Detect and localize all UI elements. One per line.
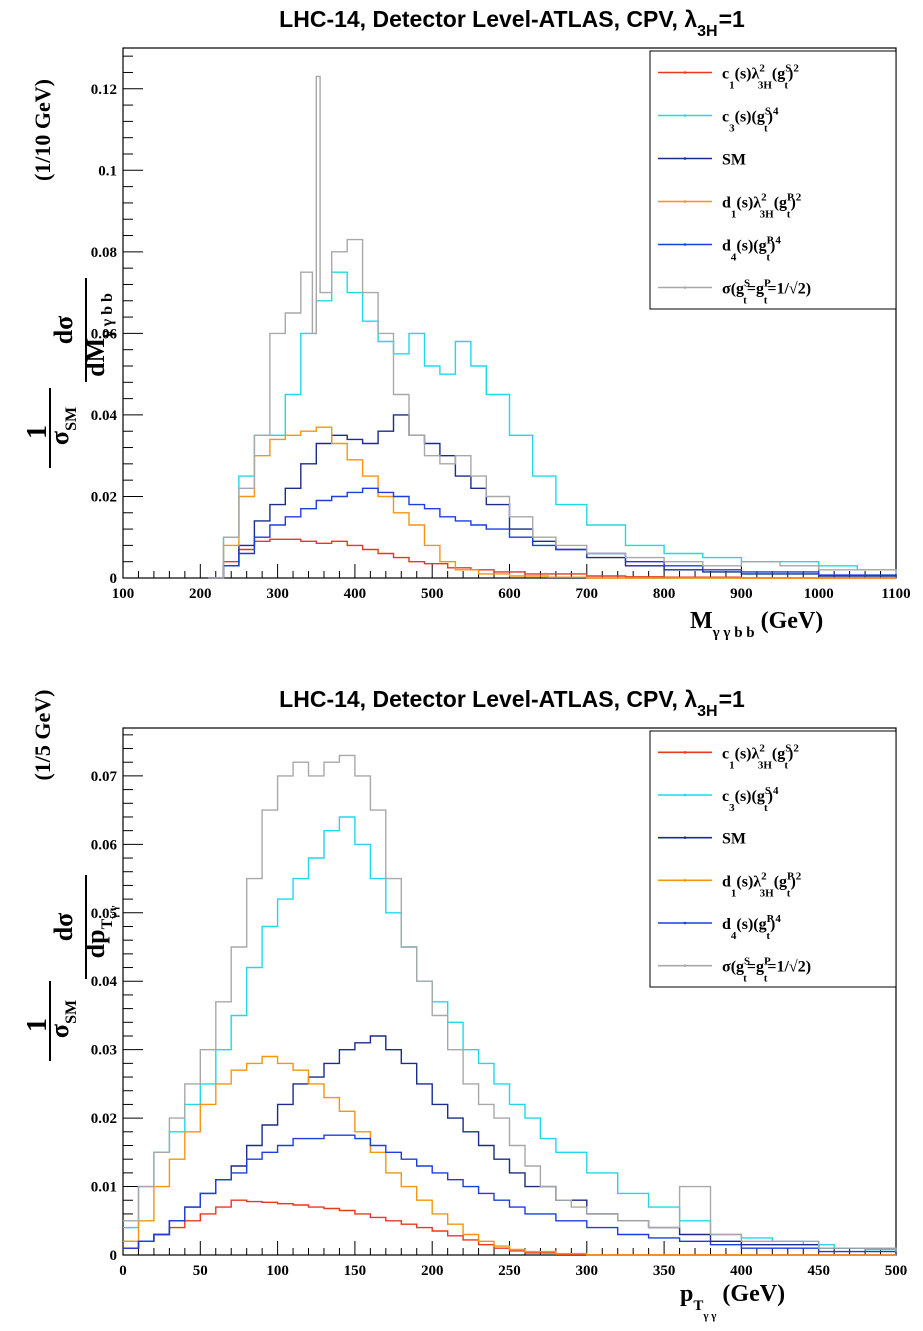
legend-marker (683, 921, 687, 925)
chart-pt-svg: LHC-14, Detector Level-ATLAS, CPV, λ3H=1… (22, 686, 908, 1322)
chart-title: LHC-14, Detector Level-ATLAS, CPV, λ3H=1 (279, 686, 745, 720)
legend-marker (683, 71, 687, 74)
y-label-numerator: dσ (49, 913, 78, 942)
legend-marker (683, 836, 687, 839)
x-tick-label: 250 (498, 1263, 521, 1279)
x-tick-label: 300 (266, 586, 289, 602)
y-label-one: 1 (22, 1018, 53, 1032)
y-tick-label: 0.04 (91, 974, 118, 990)
x-tick-label: 0 (119, 1263, 127, 1279)
legend-entry: d1(s)λ2 3H(gP t)2 (722, 870, 802, 899)
legend-entry: c1(s)λ2 3H(gS t)2 (722, 63, 799, 92)
legend-entry: SM (722, 152, 746, 169)
x-tick-label: 600 (498, 586, 521, 602)
x-tick-label: 400 (730, 1263, 753, 1279)
series-line-4 (123, 1134, 897, 1253)
legend-marker (683, 964, 687, 967)
x-tick-label: 800 (653, 586, 676, 602)
x-tick-label: 900 (730, 586, 753, 602)
x-tick-label: 150 (344, 1263, 367, 1279)
y-tick-label: 0.07 (91, 769, 118, 785)
legend-marker (683, 793, 687, 797)
x-axis-label: Mγ γ b b (GeV) (690, 608, 823, 641)
legend-entry: σ(gS t=gP t=1/√2) (722, 956, 811, 985)
x-tick-label: 400 (344, 586, 367, 602)
y-label-numerator: dσ (49, 316, 78, 345)
y-tick-label: 0.03 (91, 1043, 117, 1059)
y-tick-label: 0.1 (98, 163, 117, 179)
series-line-3 (208, 426, 896, 579)
chart-panel-pt: LHC-14, Detector Level-ATLAS, CPV, λ3H=1… (0, 665, 923, 1331)
series-line-1 (208, 271, 897, 579)
series-line-3 (123, 1055, 896, 1256)
legend-entry: SM (722, 831, 746, 848)
legend-marker (683, 879, 687, 882)
chart-panel-mass: LHC-14, Detector Level-ATLAS, CPV, λ3H=1… (0, 0, 923, 665)
legend-entry: c3(s)(gS t)4 (722, 106, 779, 135)
x-tick-label: 1000 (804, 586, 834, 602)
x-tick-label: 1100 (881, 586, 910, 602)
x-tick-label: 350 (653, 1263, 676, 1279)
legend-entry: d4(s)(gP t)4 (722, 235, 781, 264)
y-label-sigma: σSM (45, 1000, 80, 1038)
x-axis-label: pTγ γ (GeV) (680, 1281, 785, 1322)
y-tick-label: 0 (110, 571, 118, 587)
legend-marker (683, 200, 687, 203)
y-tick-label: 0.08 (91, 245, 117, 261)
legend-marker (683, 751, 687, 754)
legend-entry: c1(s)λ2 3H(gS t)2 (722, 742, 799, 771)
y-tick-label: 0.06 (91, 326, 118, 342)
x-tick-label: 200 (421, 1263, 444, 1279)
legend-box (649, 50, 897, 310)
y-tick-label: 0.05 (91, 906, 117, 922)
x-tick-label: 700 (576, 586, 599, 602)
y-tick-label: 0.02 (91, 1111, 117, 1127)
x-tick-label: 200 (189, 586, 212, 602)
series-line-2 (208, 414, 897, 579)
chart-title: LHC-14, Detector Level-ATLAS, CPV, λ3H=1 (279, 6, 745, 40)
series-line-0 (208, 538, 896, 579)
legend-marker (683, 243, 687, 246)
y-label-bin-width: (1/5 GeV) (30, 689, 55, 780)
y-label-sigma: σSM (45, 407, 80, 445)
y-tick-label: 0.01 (91, 1180, 117, 1196)
y-tick-label: 0.04 (91, 408, 118, 424)
y-tick-label: 0 (110, 1248, 118, 1264)
y-tick-label: 0.12 (91, 82, 117, 98)
x-tick-label: 500 (885, 1263, 908, 1279)
x-tick-label: 50 (193, 1263, 208, 1279)
x-tick-label: 300 (576, 1263, 599, 1279)
x-tick-label: 100 (112, 586, 135, 602)
series-line-0 (123, 1199, 896, 1256)
legend-marker (683, 157, 687, 160)
y-tick-label: 0.06 (91, 837, 118, 853)
legend-marker (683, 114, 687, 117)
x-tick-label: 100 (266, 1263, 289, 1279)
x-tick-label: 450 (807, 1263, 830, 1279)
x-tick-label: 500 (421, 586, 444, 602)
y-label-bin-width: (1/10 GeV) (30, 79, 55, 181)
chart-mass-svg: LHC-14, Detector Level-ATLAS, CPV, λ3H=1… (22, 6, 911, 641)
legend-entry: c3(s)(gS t)4 (722, 785, 779, 814)
legend-entry: d1(s)λ2 3H(gP t)2 (722, 192, 802, 221)
series-line-5 (208, 75, 897, 579)
legend-box (649, 730, 897, 988)
legend-entry: d4(s)(gP t)4 (722, 913, 781, 942)
y-tick-label: 0.02 (91, 489, 117, 505)
legend-marker (683, 286, 687, 289)
series-line-4 (208, 487, 897, 579)
legend-entry: σ(gS t=gP t=1/√2) (722, 278, 811, 307)
y-label-one: 1 (22, 425, 53, 439)
series-line-5 (123, 754, 897, 1252)
